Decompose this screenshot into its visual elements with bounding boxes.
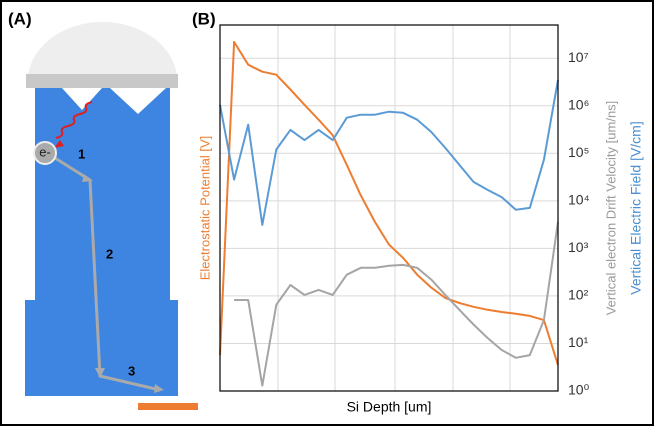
y-tick-label: 10⁰ (568, 382, 590, 398)
silicon-body (25, 88, 178, 396)
y-tick-label: 10⁵ (568, 144, 589, 160)
drift-path (54, 156, 161, 392)
y-tick-label: 10³ (568, 239, 589, 255)
y-tick-label: 10⁴ (568, 192, 590, 208)
data-line (219, 79, 559, 226)
x-grid (277, 25, 511, 391)
y-tick-label: 10⁶ (568, 96, 589, 112)
panel-label: (A) (8, 9, 32, 28)
photon-head (54, 140, 64, 148)
device-diagram (25, 21, 198, 410)
panel-label: (B) (192, 9, 216, 28)
y-tick-label: 10² (568, 287, 589, 303)
x-axis-label: Si Depth [um] (347, 399, 432, 415)
step-label: 2 (106, 246, 113, 261)
y2-axis-label: Vertical Electric Field [V/cm] (628, 121, 644, 295)
data-line (234, 221, 559, 387)
step-label: 1 (78, 146, 85, 161)
lens-base (26, 74, 178, 88)
electron-label: e- (39, 144, 51, 159)
y-axis-label: Electrostatic Potential [V] (197, 136, 212, 281)
y-tick-label: 10⁷ (568, 49, 589, 65)
data-line (219, 40, 559, 366)
step-label: 3 (128, 363, 135, 378)
electrode (138, 403, 198, 410)
photon (55, 101, 93, 139)
plot-frame (219, 24, 559, 392)
y2-axis-label: Vertical electron Drift Velocity [um/ns] (603, 101, 618, 316)
electron (33, 141, 57, 165)
lens (28, 21, 177, 75)
y-tick-label: 10¹ (568, 334, 589, 350)
v-grooves (62, 88, 166, 114)
